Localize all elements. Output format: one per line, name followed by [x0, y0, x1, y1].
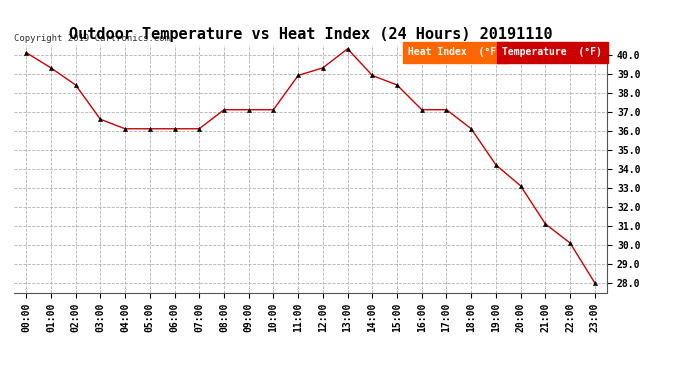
Legend: Heat Index  (°F), Temperature  (°F): Heat Index (°F), Temperature (°F)	[408, 47, 602, 57]
Text: Copyright 2019 Cartronics.com: Copyright 2019 Cartronics.com	[14, 33, 170, 42]
Title: Outdoor Temperature vs Heat Index (24 Hours) 20191110: Outdoor Temperature vs Heat Index (24 Ho…	[69, 27, 552, 42]
